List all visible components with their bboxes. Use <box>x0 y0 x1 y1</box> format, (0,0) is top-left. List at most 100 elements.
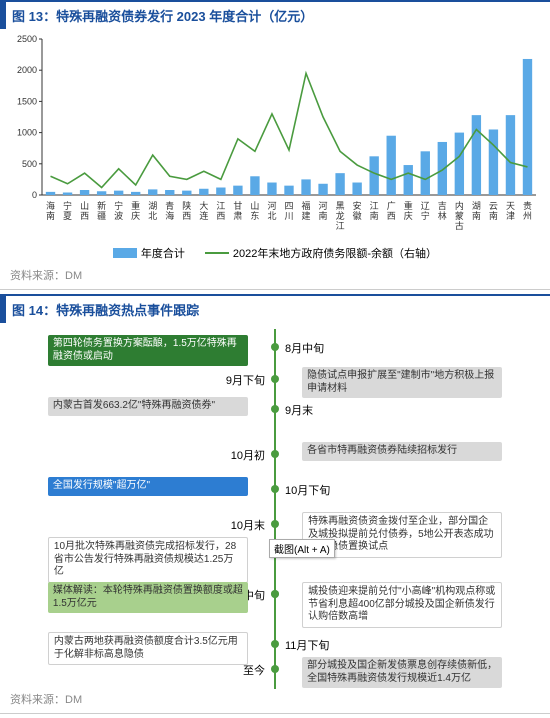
svg-text:津: 津 <box>506 211 515 221</box>
title-accent <box>0 2 6 29</box>
svg-text:西: 西 <box>387 211 396 221</box>
timeline-node <box>271 343 279 351</box>
svg-text:古: 古 <box>455 220 464 231</box>
timeline-event-box: 10月批次特殊再融资债完成招标发行，28省市公告发行特殊再融资债规模达1.25万… <box>48 537 248 583</box>
svg-text:重: 重 <box>404 200 413 211</box>
svg-text:宁: 宁 <box>421 210 430 221</box>
svg-text:海: 海 <box>46 200 55 211</box>
timeline-event-box: 城投债迎来提前兑付"小高峰"机构观点称或节省利息超400亿部分城投及国企新债发行… <box>302 582 502 628</box>
svg-text:重: 重 <box>131 200 140 211</box>
svg-text:蒙: 蒙 <box>455 210 464 221</box>
svg-text:徽: 徽 <box>353 210 362 221</box>
timeline-node <box>271 640 279 648</box>
svg-text:疆: 疆 <box>97 211 106 221</box>
timeline-date: 8月中旬 <box>285 340 324 356</box>
figure-14-title-bar: 图 14：特殊再融资热点事件跟踪 <box>0 296 550 323</box>
svg-text:广: 广 <box>387 200 396 211</box>
svg-text:河: 河 <box>319 200 328 211</box>
svg-text:南: 南 <box>319 210 328 221</box>
timeline-event-box: 部分城投及国企新发债票息创存续债新低，全国特殊再融资债发行规模近1.4万亿 <box>302 657 502 688</box>
svg-text:波: 波 <box>114 210 123 221</box>
svg-text:宁: 宁 <box>114 200 123 211</box>
svg-text:庆: 庆 <box>404 210 413 221</box>
title-accent <box>0 296 6 323</box>
svg-text:2000: 2000 <box>17 65 37 75</box>
legend-bar-swatch <box>113 248 137 258</box>
svg-text:江: 江 <box>216 201 225 211</box>
legend-bar-label: 年度合计 <box>141 245 185 261</box>
timeline-node <box>271 450 279 458</box>
fig13-chart: 05001000150020002500海南宁夏山西新疆宁波重庆湖北青海陕西大连… <box>8 33 542 243</box>
fig13-source: 资料来源：DM <box>0 265 550 290</box>
timeline-date: 11月下旬 <box>285 637 329 653</box>
svg-text:陕: 陕 <box>182 200 191 211</box>
svg-text:林: 林 <box>438 210 447 221</box>
svg-text:山: 山 <box>80 201 89 211</box>
timeline-date: 9月末 <box>285 402 313 418</box>
svg-text:福: 福 <box>302 200 311 211</box>
svg-text:1000: 1000 <box>17 128 37 138</box>
svg-text:建: 建 <box>302 210 311 221</box>
timeline-event-box: 第四轮债务置换方案酝酿，1.5万亿特殊再融资债或启动 <box>48 335 248 366</box>
svg-text:500: 500 <box>22 159 37 169</box>
figure-14: 图 14：特殊再融资热点事件跟踪 8月中旬 第四轮债务置换方案酝酿，1.5万亿特殊… <box>0 294 550 714</box>
svg-text:0: 0 <box>32 190 37 200</box>
svg-text:宁: 宁 <box>63 200 72 211</box>
figure-13: 图 13：特殊再融资债券发行 2023 年度合计（亿元） 05001000150… <box>0 0 550 290</box>
svg-text:北: 北 <box>148 211 157 221</box>
svg-text:山: 山 <box>250 201 259 211</box>
svg-text:湖: 湖 <box>472 201 481 211</box>
timeline-axis <box>274 329 276 689</box>
timeline-date: 10月初 <box>231 447 265 463</box>
svg-text:河: 河 <box>267 200 276 211</box>
screenshot-hint-tooltip: 截图(Alt + A) <box>269 539 335 558</box>
fig14-source: 资料来源：DM <box>0 689 550 714</box>
svg-text:江: 江 <box>370 201 379 211</box>
svg-text:肃: 肃 <box>233 210 242 221</box>
svg-text:川: 川 <box>284 211 293 221</box>
svg-text:吉: 吉 <box>438 201 447 211</box>
svg-text:夏: 夏 <box>63 211 72 221</box>
legend-line-label: 2022年末地方政府债务限额-余额（右轴） <box>233 245 437 261</box>
svg-text:云: 云 <box>489 201 498 211</box>
svg-text:南: 南 <box>370 210 379 221</box>
svg-text:新: 新 <box>97 200 106 211</box>
timeline-node <box>271 590 279 598</box>
svg-text:贵: 贵 <box>523 200 532 211</box>
svg-text:龙: 龙 <box>336 210 345 221</box>
svg-text:大: 大 <box>199 200 208 211</box>
timeline-date: 9月下旬 <box>226 372 265 388</box>
timeline-event-box: 内蒙古首发663.2亿"特殊再融资债券" <box>48 397 248 416</box>
svg-text:湖: 湖 <box>148 201 157 211</box>
timeline-event-box: 内蒙古两地获再融资债额度合计3.5亿元用于化解非标高息隐债 <box>48 632 248 665</box>
legend-bar-item: 年度合计 <box>113 245 185 261</box>
timeline-event-box: 隐债试点申报扩展至"建制市"地方积极上报申请材料 <box>302 367 502 398</box>
svg-text:西: 西 <box>182 211 191 221</box>
figure-14-title: 图 14：特殊再融资热点事件跟踪 <box>12 296 199 323</box>
svg-text:辽: 辽 <box>421 201 430 211</box>
timeline-event-box: 媒体解读：本轮特殊再融资债置换额度或超1.5万亿元 <box>48 582 248 613</box>
legend-line-swatch <box>205 252 229 254</box>
timeline-node <box>271 375 279 383</box>
timeline-event-box: 全国发行规模"超万亿" <box>48 477 248 496</box>
timeline-date: 10月末 <box>231 517 265 533</box>
svg-text:江: 江 <box>336 221 345 231</box>
svg-text:西: 西 <box>80 211 89 221</box>
svg-text:连: 连 <box>199 210 208 221</box>
timeline-node <box>271 665 279 673</box>
timeline-date: 至今 <box>243 662 265 678</box>
svg-text:北: 北 <box>267 211 276 221</box>
svg-text:2500: 2500 <box>17 34 37 44</box>
svg-text:南: 南 <box>46 210 55 221</box>
figure-13-title-bar: 图 13：特殊再融资债券发行 2023 年度合计（亿元） <box>0 2 550 29</box>
timeline-node <box>271 520 279 528</box>
svg-text:庆: 庆 <box>131 210 140 221</box>
svg-text:南: 南 <box>472 210 481 221</box>
fig13-legend: 年度合计 2022年末地方政府债务限额-余额（右轴） <box>0 243 550 265</box>
fig14-timeline: 8月中旬 第四轮债务置换方案酝酿，1.5万亿特殊再融资债或启动 9月下旬 隐债试点申报… <box>4 329 546 689</box>
svg-text:内: 内 <box>455 200 464 211</box>
svg-text:南: 南 <box>489 210 498 221</box>
timeline-event-box: 各省市特再融资债券陆续招标发行 <box>302 442 502 461</box>
timeline-node <box>271 485 279 493</box>
svg-text:四: 四 <box>284 201 293 211</box>
